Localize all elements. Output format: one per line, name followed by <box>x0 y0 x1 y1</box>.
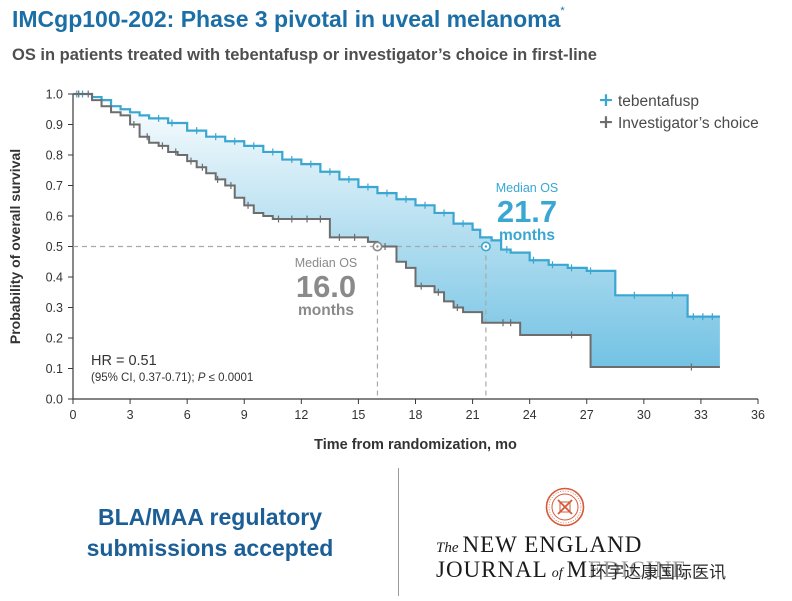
footer-divider <box>398 468 399 596</box>
regulatory-note: BLA/MAA regulatory submissions accepted <box>40 502 380 564</box>
x-tick-label: 36 <box>751 408 765 422</box>
x-tick-label: 21 <box>466 408 480 422</box>
median-os-value: 21.7 <box>497 194 557 229</box>
chart-subtitle: OS in patients treated with tebentafusp … <box>12 46 597 64</box>
nejm-journal: JOURNAL <box>436 557 548 582</box>
ci-text: (95% CI, 0.37-0.71); <box>91 372 198 384</box>
legend-label: Investigator’s choice <box>618 115 759 132</box>
survival-curve <box>73 92 720 318</box>
x-tick-label: 15 <box>351 408 365 422</box>
page-title: IMCgp100-202: Phase 3 pivotal in uveal m… <box>12 5 565 33</box>
series-tebentafusp <box>73 90 720 321</box>
y-tick-label: 0.6 <box>46 210 63 224</box>
title-footnote-mark: * <box>560 5 565 18</box>
nejm-of: of <box>551 566 563 581</box>
median-os-unit: months <box>298 302 354 319</box>
y-tick-label: 0.0 <box>46 393 63 407</box>
hazard-ratio: HR = 0.51 <box>91 353 157 369</box>
y-tick-label: 0.8 <box>46 149 63 163</box>
y-tick-label: 1.0 <box>46 88 63 102</box>
x-tick-label: 9 <box>241 408 248 422</box>
x-tick-label: 12 <box>294 408 308 422</box>
y-tick-label: 0.5 <box>46 240 63 254</box>
legend-marker-icon: + <box>598 111 614 133</box>
p-value: ≤ 0.0001 <box>205 372 253 384</box>
series-investigators-choice <box>73 90 720 371</box>
nejm-wordmark-line-1: The NEW ENGLAND <box>436 532 642 558</box>
median-os-unit: months <box>499 227 555 244</box>
x-tick-label: 27 <box>580 408 594 422</box>
regulatory-line-2: submissions accepted <box>86 535 334 561</box>
x-tick-label: 24 <box>523 408 537 422</box>
legend-marker-icon: + <box>598 89 614 111</box>
km-chart: 0 3 6 9 12 15 18 21 24 27 30 33 360.00.10.20.30.40.5… <box>7 88 765 454</box>
nejm-seal-icon <box>545 487 585 527</box>
legend-label: tebentafusp <box>618 93 699 110</box>
x-tick-label: 0 <box>70 408 77 422</box>
regulatory-line-1: BLA/MAA regulatory <box>97 504 323 530</box>
x-axis-label: Time from randomization, mo <box>314 437 517 453</box>
title-text: IMCgp100-202: Phase 3 pivotal in uveal m… <box>12 6 561 32</box>
y-axis-label: Probability of overall survival <box>7 149 23 344</box>
nejm-the: The <box>436 540 459 556</box>
nejm-new-england: NEW ENGLAND <box>462 532 643 557</box>
x-tick-label: 6 <box>184 408 191 422</box>
watermark-text: 环宇达康国际医讯 <box>590 558 726 583</box>
x-tick-label: 3 <box>127 408 134 422</box>
median-os-caption: Median OS <box>496 181 559 195</box>
y-tick-label: 0.1 <box>46 362 63 376</box>
y-tick-label: 0.9 <box>46 118 63 132</box>
y-tick-label: 0.3 <box>46 301 63 315</box>
survival-curve <box>73 93 720 368</box>
y-tick-label: 0.4 <box>46 271 63 285</box>
x-tick-label: 30 <box>637 408 651 422</box>
survival-gap-shading <box>73 94 720 367</box>
median-os-caption: Median OS <box>295 256 358 270</box>
x-tick-label: 18 <box>409 408 423 422</box>
legend: + tebentafusp+ Investigator’s choice <box>598 89 759 133</box>
p-label: P <box>198 372 206 384</box>
median-marker-dot <box>484 245 488 248</box>
x-tick-label: 33 <box>694 408 708 422</box>
y-tick-label: 0.2 <box>46 332 63 346</box>
median-os-value: 16.0 <box>296 269 356 304</box>
median-marker-dot <box>376 245 379 248</box>
y-tick-label: 0.7 <box>46 179 63 193</box>
confidence-interval-and-p: (95% CI, 0.37-0.71); P ≤ 0.0001 <box>91 372 253 384</box>
